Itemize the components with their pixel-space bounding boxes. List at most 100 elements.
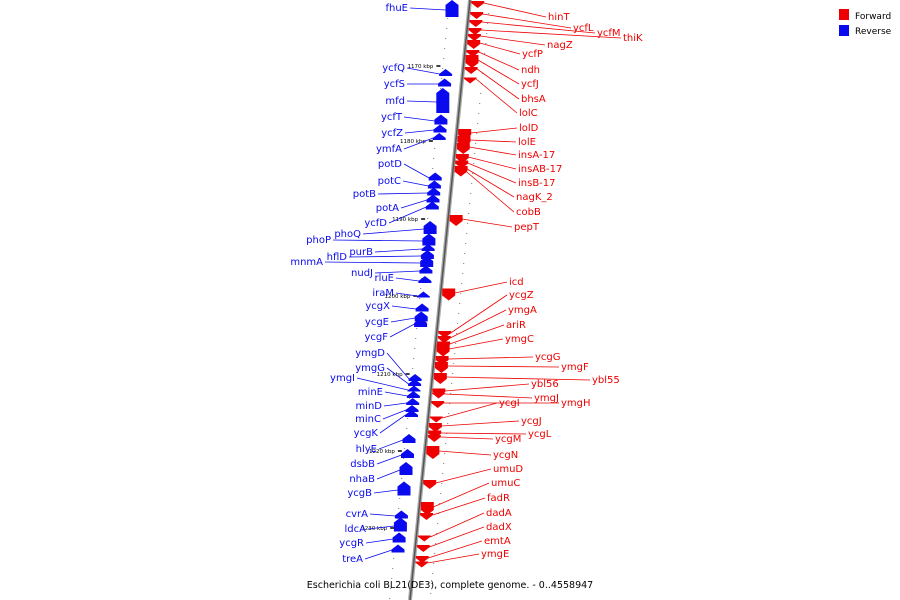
forward-gene-glyph <box>428 430 442 439</box>
forward-gene-label: dadA <box>486 508 512 519</box>
reverse-gene-glyph <box>406 398 420 405</box>
forward-gene-label: bhsA <box>521 94 546 105</box>
forward-gene-connector <box>470 127 518 134</box>
forward-gene-connector <box>480 35 546 46</box>
forward-gene-glyph <box>468 28 482 35</box>
reverse-gene-connector <box>386 367 409 385</box>
reverse-gene-connector <box>391 305 417 310</box>
forward-gene-label: ycgJ <box>521 416 542 427</box>
forward-gene-glyph <box>432 392 446 399</box>
reverse-gene-connector <box>376 454 402 465</box>
reverse-gene-glyph <box>407 385 421 392</box>
reverse-gene-glyph <box>426 194 440 203</box>
forward-gene-label: ymgE <box>481 549 509 560</box>
forward-gene-connector <box>444 393 533 399</box>
reverse-gene-label: ycfS <box>384 79 405 90</box>
reverse-gene-glyph <box>418 276 432 283</box>
forward-gene-label: ybl56 <box>531 379 559 390</box>
tick-label: 1230 kbp <box>361 526 387 532</box>
forward-gene-glyph <box>471 1 485 8</box>
forward-gene-glyph <box>420 513 433 520</box>
forward-gene-label: hinT <box>548 12 570 23</box>
forward-gene-label: ybl55 <box>592 375 620 386</box>
reverse-gene-connector <box>369 513 396 517</box>
reverse-gene-connector <box>324 261 421 264</box>
forward-gene-connector <box>469 139 517 143</box>
reverse-gene-label: potB <box>353 189 376 200</box>
reverse-gene-connector <box>374 270 420 274</box>
reverse-gene-connector <box>332 239 423 242</box>
reverse-gene-glyph <box>397 481 411 496</box>
forward-gene-connector <box>469 146 517 156</box>
reverse-gene-label: ycgB <box>347 488 372 499</box>
reverse-gene-connector <box>403 137 434 150</box>
reverse-gene-label: ycfZ <box>381 128 403 139</box>
tick-label: 1170 kbp <box>407 64 433 70</box>
forward-gene-label: ycgM <box>495 434 521 445</box>
reverse-gene-glyph <box>423 221 437 234</box>
forward-gene-connector <box>478 51 520 71</box>
reverse-gene-connector <box>377 192 428 195</box>
reverse-gene-glyph <box>415 303 429 312</box>
forward-gene-label: lolD <box>519 123 539 134</box>
forward-gene-label: nagK_2 <box>516 192 553 203</box>
forward-gene-connector <box>427 553 480 564</box>
forward-gene-label: ycgN <box>493 450 518 461</box>
forward-gene-label: ycfM <box>597 28 621 39</box>
reverse-gene-connector <box>384 391 408 397</box>
forward-gene-connector <box>477 59 520 85</box>
reverse-gene-glyph <box>427 187 441 196</box>
reverse-gene-glyph <box>439 69 453 76</box>
forward-gene-label: ndh <box>521 65 540 76</box>
reverse-gene-label: ycfD <box>364 218 387 229</box>
forward-gene-connector <box>462 218 513 228</box>
forward-gene-label: pepT <box>514 222 540 233</box>
legend-reverse-label: Reverse <box>855 27 892 37</box>
reverse-gene-connector <box>395 292 418 297</box>
forward-gene-label: lolE <box>518 137 536 148</box>
reverse-gene-glyph <box>393 517 407 532</box>
reverse-gene-connector <box>376 469 401 480</box>
reverse-gene-label: minE <box>358 387 383 398</box>
forward-gene-connector <box>432 497 486 516</box>
reverse-gene-label: ymgD <box>355 348 385 359</box>
reverse-gene-glyph <box>406 391 420 398</box>
reverse-gene-connector <box>356 377 409 391</box>
forward-gene-connector <box>466 168 515 198</box>
forward-gene-label: ycgG <box>535 352 561 363</box>
reverse-gene-glyph <box>428 172 442 181</box>
forward-gene-label: lolC <box>519 108 538 119</box>
reverse-gene-connector <box>409 7 447 11</box>
reverse-gene-connector <box>403 163 430 179</box>
forward-gene-glyph <box>435 356 449 365</box>
reverse-gene-label: hflD <box>327 252 348 263</box>
forward-gene-connector <box>446 376 591 381</box>
forward-gene-connector <box>429 526 485 548</box>
forward-gene-glyph <box>429 416 443 423</box>
reverse-gene-glyph <box>394 510 408 519</box>
forward-gene-label: ymgF <box>561 362 589 373</box>
reverse-gene-connector <box>362 228 425 235</box>
forward-gene-glyph <box>456 143 470 154</box>
reverse-gene-label: iraM <box>372 288 394 299</box>
reverse-gene-connector <box>400 199 428 209</box>
reverse-gene-label: hlyE <box>356 444 377 455</box>
reverse-gene-label: potD <box>378 159 402 170</box>
reverse-gene-connector <box>395 277 419 282</box>
forward-gene-label: dadX <box>486 522 512 533</box>
forward-gene-connector <box>441 420 520 427</box>
reverse-gene-connector <box>378 439 404 450</box>
forward-gene-connector <box>435 468 492 484</box>
forward-gene-label: thiK <box>623 33 643 44</box>
forward-gene-connector <box>449 338 504 350</box>
reverse-gene-connector <box>367 525 395 530</box>
forward-gene-glyph <box>442 288 456 301</box>
forward-gene-glyph <box>415 561 429 568</box>
reverse-gene-label: ldcA <box>345 524 367 535</box>
forward-gene-connector <box>430 512 485 538</box>
genome-backbone <box>408 0 472 600</box>
reverse-gene-glyph <box>391 544 405 553</box>
forward-gene-connector <box>428 540 483 559</box>
forward-gene-label: ycfP <box>522 49 543 60</box>
forward-gene-glyph <box>469 20 483 27</box>
